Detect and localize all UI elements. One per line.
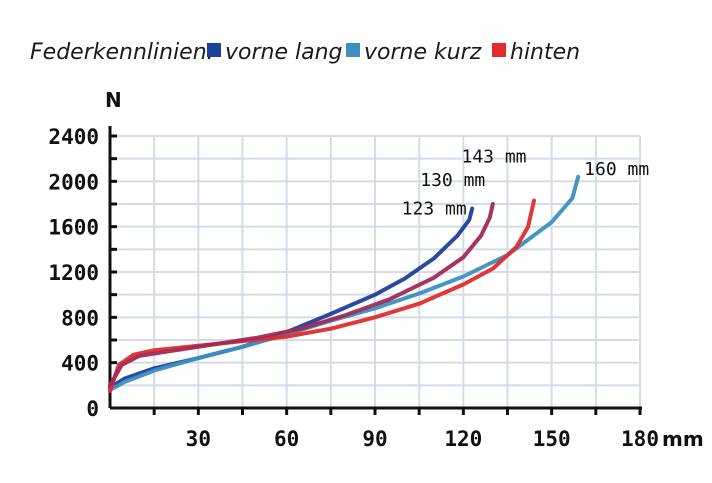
grid <box>110 135 641 408</box>
y-tick-label: 1600 <box>48 216 99 240</box>
y-tick-label: 2000 <box>48 170 99 194</box>
legend-swatch-vorne-kurz <box>346 43 360 57</box>
series-layer <box>108 174 581 393</box>
annotation-label: 160 mm <box>584 159 649 180</box>
series-line-hinten <box>108 198 536 393</box>
x-tick-label: 120 <box>444 427 482 451</box>
annotation-label: 143 mm <box>461 147 526 168</box>
legend: Federkennlinien: vorne lang vorne kurz h… <box>30 40 580 65</box>
annotation-label: 130 mm <box>420 170 485 191</box>
legend-label-hinten: hinten <box>510 40 580 65</box>
x-axis-label: mm <box>662 427 704 451</box>
x-tick-label: 180 <box>621 427 659 451</box>
y-tick-label: 0 <box>86 397 99 421</box>
y-axis-label: N <box>105 88 122 112</box>
y-tick-label: 2400 <box>48 125 99 149</box>
y-tick-label: 400 <box>61 352 99 376</box>
x-tick-label: 90 <box>362 427 387 451</box>
legend-label-vorne-lang: vorne lang <box>225 40 343 65</box>
legend-swatch-vorne-lang <box>207 43 221 57</box>
x-tick-label: 60 <box>274 427 299 451</box>
series-line-vorne-lang <box>108 206 475 390</box>
annotation-label: 123 mm <box>402 199 467 220</box>
legend-label-vorne-kurz: vorne kurz <box>364 40 482 65</box>
tick-labels: 30 60 90 120 150 180 0 400 800 1200 1600 2000 2400 <box>48 125 659 451</box>
y-tick-label: 800 <box>61 306 99 330</box>
axes <box>108 126 642 415</box>
x-tick-label: 150 <box>533 427 571 451</box>
legend-swatch-hinten <box>492 43 506 57</box>
x-tick-label: 30 <box>186 427 211 451</box>
chart-title: Federkennlinien: <box>30 40 214 65</box>
series-line-unnamed-3 <box>108 202 495 388</box>
y-tick-label: 1200 <box>48 261 99 285</box>
